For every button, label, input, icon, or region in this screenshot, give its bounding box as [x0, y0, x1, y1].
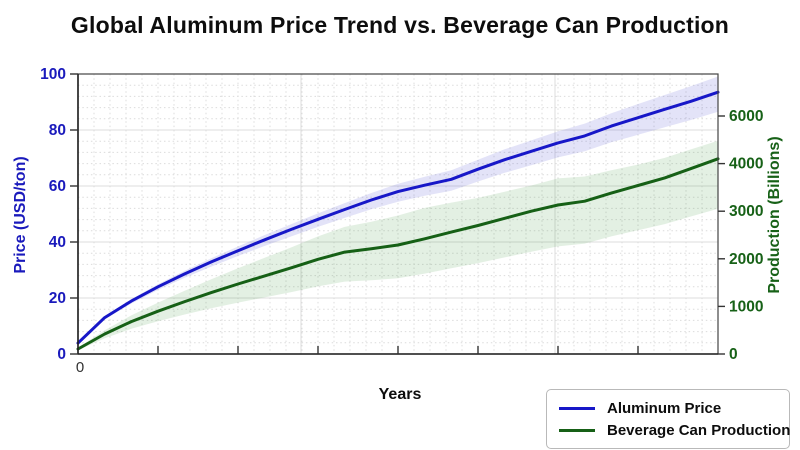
major-gridlines	[78, 74, 718, 354]
left-tick-label: 80	[49, 122, 66, 139]
left-tick-label: 100	[40, 66, 66, 83]
x-tick-label-zero: 0	[76, 359, 84, 376]
legend-line-swatch	[559, 428, 595, 432]
left-axis-title: Price (USD/ton)	[12, 156, 29, 274]
legend-label: Beverage Can Production	[607, 421, 791, 439]
left-tick-label: 20	[49, 290, 66, 307]
right-tick-label: 1000	[729, 298, 763, 315]
minor-gridlines	[78, 74, 718, 354]
left-tick-label: 40	[49, 234, 66, 251]
legend-item: Aluminum Price	[559, 397, 779, 419]
line-left	[76, 90, 720, 345]
axis-ticks	[70, 73, 725, 355]
left-tick-label: 0	[57, 346, 66, 363]
legend-line-swatch	[559, 406, 595, 410]
right-tick-label: 2000	[729, 251, 763, 268]
legend-label: Aluminum Price	[607, 399, 722, 417]
legend-box: Aluminum Price Beverage Can Production	[546, 389, 790, 449]
right-tick-label: 3000	[729, 203, 763, 220]
right-axis-title: Production (Billions)	[766, 136, 783, 294]
line-right	[76, 157, 720, 351]
chart-title: Global Aluminum Price Trend vs. Beverage…	[70, 12, 730, 38]
right-tick-label: 4000	[729, 156, 763, 173]
right-tick-label: 6000	[729, 108, 763, 125]
data-lines	[76, 90, 720, 351]
legend-item: Beverage Can Production	[559, 419, 790, 441]
right-tick-label: 0	[729, 346, 738, 363]
x-axis-title: Years	[378, 386, 422, 403]
left-tick-label: 60	[49, 178, 66, 195]
